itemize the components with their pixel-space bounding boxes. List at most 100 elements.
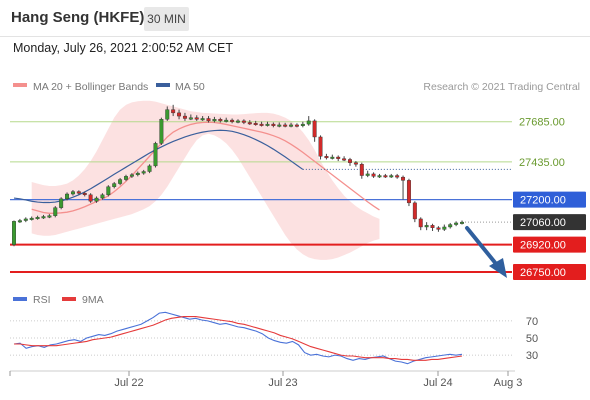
- candle-body: [124, 176, 128, 180]
- candle-body: [218, 119, 223, 122]
- candle-body: [265, 123, 270, 126]
- candle-body: [153, 143, 158, 167]
- candle-body: [230, 119, 235, 122]
- x-tick-label: Jul 23: [268, 377, 297, 389]
- ma20-line: [31, 121, 380, 214]
- candle-body: [212, 119, 217, 122]
- candle-body: [12, 221, 16, 245]
- chart-header: Hang Seng (HKFE) 30 MIN: [0, 0, 590, 37]
- candle-body: [94, 197, 99, 202]
- candle-body: [460, 221, 464, 224]
- level-label-support: 26750.00: [520, 267, 566, 279]
- candle-body: [342, 158, 347, 161]
- rsi-panel: 70 50 30: [10, 311, 538, 365]
- candle-body: [448, 224, 453, 228]
- candle-body: [41, 216, 46, 219]
- candle-body: [118, 179, 123, 184]
- candle-body: [359, 164, 364, 176]
- candle-body: [289, 124, 294, 127]
- candle-body: [23, 218, 28, 221]
- bollinger-band-area: [31, 100, 380, 260]
- rsi-tick-label: 50: [526, 333, 538, 345]
- ma20-legend-label: MA 20 + Bollinger Bands: [33, 81, 148, 93]
- rsi-tick-label: 30: [526, 350, 538, 362]
- arrow-head: [489, 258, 507, 278]
- chart-title: Hang Seng (HKFE): [11, 9, 145, 26]
- candle-body: [247, 122, 252, 125]
- candle-body: [236, 120, 240, 123]
- candle-body: [194, 117, 199, 120]
- candle-body: [430, 225, 435, 228]
- candle-body: [76, 191, 81, 194]
- candle-body: [135, 172, 140, 175]
- candle-body: [200, 118, 205, 121]
- candle-body: [165, 109, 170, 120]
- candle-body: [206, 118, 211, 122]
- credit-text: Research © 2021 Trading Central: [423, 81, 580, 93]
- candle-body: [65, 193, 70, 200]
- x-tick-label: Jul 24: [423, 377, 452, 389]
- candle-body: [395, 175, 400, 178]
- candle-body: [377, 175, 382, 178]
- candle-body: [306, 120, 311, 125]
- candle-body: [324, 156, 329, 159]
- candle-body: [106, 186, 111, 196]
- candle-body: [224, 119, 229, 122]
- level-label-resistance: 27685.00: [519, 117, 565, 129]
- candle-body: [253, 123, 258, 126]
- rsi-9ma-line: [14, 316, 463, 361]
- level-label-pivot: 27200.00: [520, 195, 566, 207]
- level-label-last: 27060.00: [520, 217, 566, 229]
- candle-body: [436, 227, 441, 230]
- candle-body: [353, 162, 358, 165]
- candle-body: [383, 175, 388, 178]
- candle-body: [100, 194, 105, 199]
- candle-body: [188, 117, 193, 120]
- candle-body: [300, 123, 305, 126]
- candle-body: [348, 159, 352, 163]
- candle-body: [147, 165, 152, 172]
- candle-body: [177, 112, 182, 117]
- candle-body: [159, 119, 164, 144]
- candle-body: [318, 136, 323, 157]
- x-axis: Jul 22 Jul 23 Jul 24 Aug 3: [9, 371, 522, 389]
- candle-body: [442, 226, 447, 230]
- ma50-legend-swatch: [156, 83, 170, 87]
- candle-body: [371, 173, 376, 177]
- candle-body: [389, 175, 394, 178]
- candle-body: [330, 156, 335, 159]
- 9ma-legend-label: 9MA: [82, 294, 104, 306]
- candle-body: [35, 217, 40, 220]
- ma20-legend-swatch: [13, 83, 27, 87]
- level-labels-layer: 27685.00 27435.00 27200.00 27060.00 26920.00…: [513, 117, 586, 280]
- candle-body: [70, 191, 75, 195]
- timeframe-button[interactable]: 30 MIN: [144, 7, 189, 31]
- rsi-line: [13, 311, 463, 365]
- arrow-shaft: [465, 226, 499, 267]
- candle-body: [406, 180, 411, 204]
- candle-body: [141, 171, 146, 174]
- rsi-legend-label: RSI: [33, 294, 51, 306]
- candle-body: [312, 120, 317, 138]
- candle-body: [171, 109, 176, 114]
- level-label-box-support: [513, 263, 586, 280]
- candle-body: [336, 156, 341, 159]
- forecast-arrow: [465, 226, 507, 278]
- ma50-legend-label: MA 50: [175, 81, 205, 93]
- candle-body: [129, 174, 134, 177]
- level-label-support: 26920.00: [520, 240, 566, 252]
- candle-body: [271, 123, 276, 126]
- candle-body: [424, 225, 429, 228]
- candle-body: [454, 222, 459, 225]
- main-legend: MA 20 + Bollinger Bands MA 50 Research ©…: [13, 81, 580, 93]
- candle-body: [294, 124, 299, 127]
- candle-body: [401, 176, 406, 181]
- level-label-box-pivot: [513, 191, 586, 208]
- candle-body: [365, 173, 370, 176]
- bollinger-band-layer: [31, 100, 380, 260]
- candle-body: [418, 218, 423, 228]
- candle-body: [82, 193, 87, 196]
- candle-body: [53, 207, 58, 216]
- rsi-legend: RSI 9MA: [13, 294, 104, 306]
